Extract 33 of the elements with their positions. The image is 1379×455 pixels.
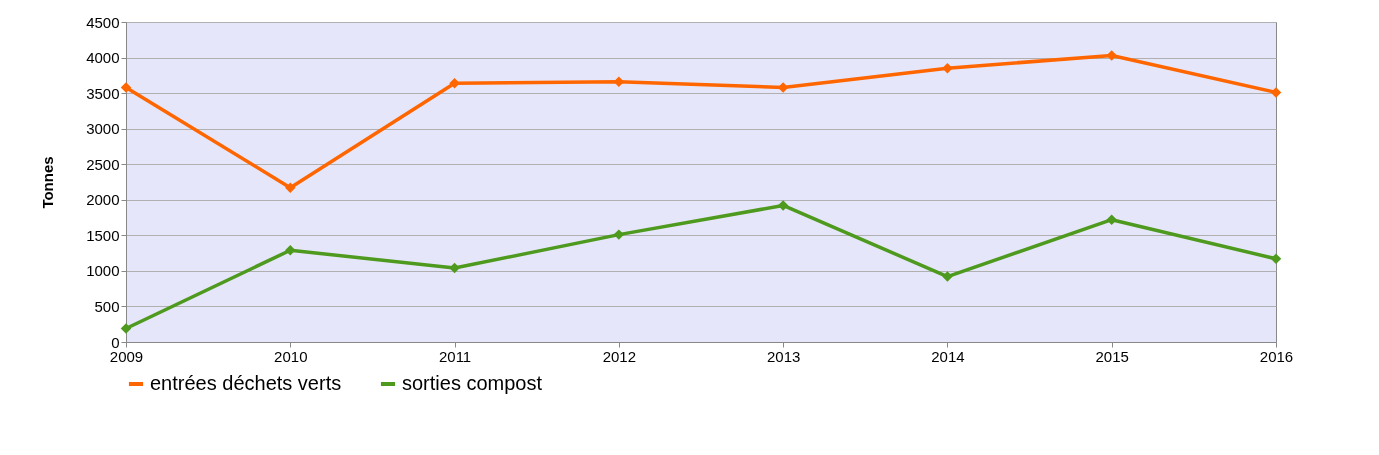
point — [1270, 87, 1282, 98]
point — [1270, 253, 1282, 265]
point — [1106, 50, 1117, 61]
point — [449, 77, 460, 89]
x-tick-label: 2010 — [274, 347, 308, 365]
x-tick-label: 2012 — [602, 347, 637, 365]
point — [777, 200, 789, 211]
x-tick-label: 2011 — [438, 347, 472, 365]
point — [613, 229, 625, 240]
x-tick-label: 2015 — [1095, 347, 1129, 365]
y-tick-label: 3500 — [86, 84, 120, 102]
y-tick-label: 3000 — [86, 120, 120, 138]
x-tick-label: 2016 — [1259, 347, 1294, 365]
point — [942, 62, 953, 74]
point — [120, 323, 132, 334]
legend-label: sorties compost — [402, 372, 543, 394]
point — [120, 82, 132, 93]
point — [449, 262, 460, 274]
y-axis-title: Tonnes — [39, 156, 57, 209]
point — [285, 182, 296, 193]
y-tick-label: 1500 — [86, 226, 120, 244]
y-tick-label: 500 — [94, 297, 120, 315]
x-tick-label: 2014 — [931, 347, 965, 365]
y-tick-label: 4500 — [86, 13, 120, 31]
legend-label: entrées déchets verts — [150, 372, 342, 394]
point — [1106, 214, 1117, 225]
y-tick-label: 1000 — [86, 262, 120, 280]
point — [942, 271, 953, 282]
point — [285, 245, 296, 256]
y-tick-label: 2000 — [86, 191, 120, 209]
y-tick-label: 4000 — [86, 49, 120, 67]
x-tick-label: 2013 — [766, 347, 801, 365]
y-tick-label: 2500 — [86, 155, 120, 173]
